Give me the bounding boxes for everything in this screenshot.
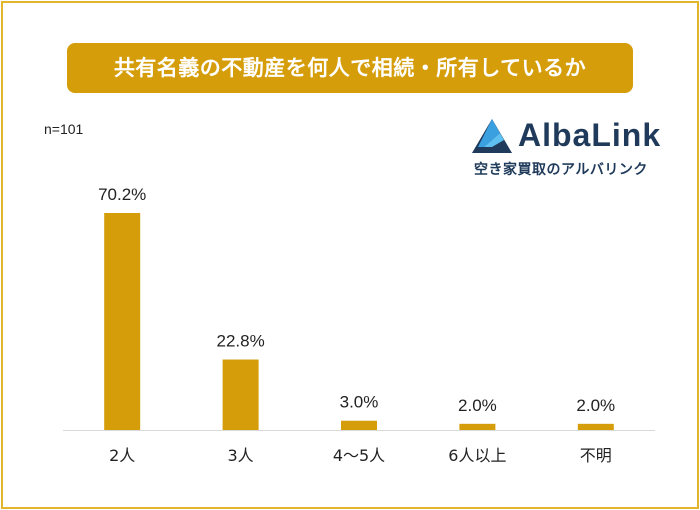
- sample-size-label: n=101: [44, 121, 84, 137]
- bar-4: [577, 423, 614, 430]
- bar-1: [222, 359, 259, 430]
- logo-tagline: 空き家買取のアルバリンク: [474, 162, 648, 178]
- value-label-4: 2.0%: [576, 396, 615, 415]
- logo-wordmark: AlbaLink: [518, 117, 662, 153]
- category-label-3: 6人以上: [448, 446, 506, 465]
- chart-title: 共有名義の不動産を何人で相続・所有しているか: [67, 43, 633, 93]
- category-label-2: 4〜5人: [333, 446, 385, 465]
- albalink-logo: AlbaLink 空き家買取のアルバリンク: [470, 113, 680, 183]
- value-label-0: 70.2%: [98, 185, 146, 204]
- category-label-0: 2人: [109, 446, 135, 465]
- bar-2: [341, 420, 377, 430]
- value-label-3: 2.0%: [458, 396, 497, 415]
- category-label-1: 3人: [228, 446, 254, 465]
- bar-3: [459, 423, 496, 430]
- bar-0: [104, 213, 141, 430]
- value-label-1: 22.8%: [216, 332, 264, 351]
- value-label-2: 3.0%: [340, 393, 379, 412]
- category-label-4: 不明: [580, 446, 612, 465]
- triangle-peak-icon: [472, 119, 512, 153]
